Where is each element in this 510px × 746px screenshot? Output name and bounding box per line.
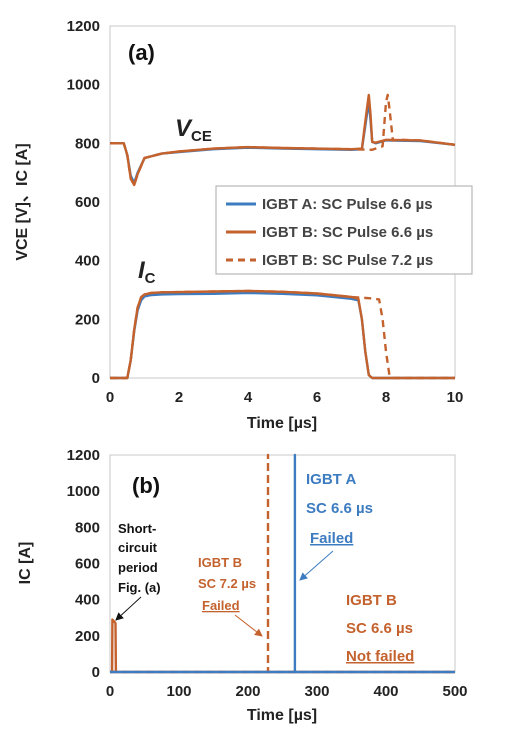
series-line-ic-igbt-b-sc-pulse-6-6-s — [110, 289, 455, 380]
legend-label-igbt-a-6-6: IGBT A: SC Pulse 6.6 µs — [262, 196, 433, 213]
y-tick-label-400: 400 — [75, 253, 100, 270]
annotation-igbt-b-6-6-status: Not failed — [346, 648, 414, 665]
legend-label-igbt-b-7-2: IGBT B: SC Pulse 7.2 µs — [262, 252, 433, 269]
series-line-igbt-b-sc-7-2-s — [110, 453, 455, 674]
annotation-igbt-b-7-2: IGBT B SC 7.2 µs Failed — [198, 555, 263, 637]
chart-a-y-axis-label: VCE [V]、IC [A] — [14, 143, 31, 260]
x-tick-label-8: 8 — [382, 389, 390, 406]
annotation-igbt-a-line-2: SC 6.6 µs — [306, 500, 373, 517]
x-tick-label-100: 100 — [166, 683, 191, 700]
x-tick-label-10: 10 — [447, 389, 464, 406]
series-line-ic-igbt-a-sc-pulse-6-6-s — [110, 291, 455, 380]
annotation-short-circuit-line-2: circuit — [118, 540, 158, 555]
chart-a-legend: IGBT A: SC Pulse 6.6 µs IGBT B: SC Pulse… — [215, 185, 473, 275]
y-tick-label-200: 200 — [75, 311, 100, 328]
chart-b-panel-label: (b) — [132, 473, 160, 498]
y-tick-label-400: 400 — [75, 592, 100, 609]
chart-b-y-axis-label: IC [A] — [17, 542, 34, 585]
chart-b-x-axis-label: Time [µs] — [247, 707, 317, 724]
annotation-igbt-b-6-6: IGBT B SC 6.6 µs Not failed — [346, 592, 414, 665]
vce-label: VCE — [175, 115, 212, 145]
x-tick-label-400: 400 — [373, 683, 398, 700]
x-tick-label-2: 2 — [175, 389, 183, 406]
x-tick-label-4: 4 — [244, 389, 253, 406]
igbt-b-7-2-arrow — [234, 614, 263, 637]
annotation-short-circuit-line-4: Fig. (a) — [118, 580, 161, 595]
annotation-short-circuit: Short- circuit period Fig. (a) — [115, 521, 161, 621]
annotation-igbt-b-6-6-line-2: SC 6.6 µs — [346, 620, 413, 637]
chart-a-panel-label: (a) — [128, 40, 155, 65]
series-line-igbt-a-sc-6-6-s — [110, 453, 455, 674]
y-tick-label-200: 200 — [75, 628, 100, 645]
chart-a-x-ticks: 0 2 4 6 8 10 — [106, 389, 464, 406]
y-tick-label-1200: 1200 — [67, 18, 100, 35]
chart-a: 0 200 400 600 800 1000 1200 0 2 4 6 8 10 (a) VCE IC… — [14, 18, 473, 432]
y-tick-label-0: 0 — [92, 370, 100, 387]
x-tick-label-200: 200 — [235, 683, 260, 700]
x-tick-label-300: 300 — [304, 683, 329, 700]
igbt-a-arrow — [299, 550, 334, 581]
series-line-vce-igbt-a-sc-pulse-6-6-s — [110, 101, 456, 185]
x-tick-label-0: 0 — [106, 683, 114, 700]
chart-b: 0 200 400 600 800 1000 1200 0 100 200 300 400 500 (… — [17, 447, 468, 724]
chart-a-x-axis-label: Time [µs] — [247, 415, 317, 432]
y-tick-label-600: 600 — [75, 194, 100, 211]
series-line-vce-igbt-b-sc-pulse-7-2-s — [110, 93, 456, 187]
chart-a-y-ticks: 0 200 400 600 800 1000 1200 — [67, 18, 100, 387]
series-line-ic-igbt-b-sc-pulse-7-2-s — [110, 289, 455, 380]
annotation-igbt-b-6-6-line-1: IGBT B — [346, 592, 397, 609]
chart-b-plot-area — [109, 454, 456, 673]
short-circuit-arrow — [115, 596, 142, 621]
chart-a-series — [110, 93, 456, 380]
y-tick-label-1000: 1000 — [67, 77, 100, 94]
ic-label: IC — [138, 257, 156, 287]
y-tick-label-800: 800 — [75, 135, 100, 152]
annotation-igbt-a: IGBT A SC 6.6 µs Failed — [299, 471, 373, 581]
annotation-igbt-b-7-2-line-2: SC 7.2 µs — [198, 576, 256, 591]
annotation-igbt-a-status: Failed — [310, 530, 353, 547]
annotation-short-circuit-line-3: period — [118, 560, 158, 575]
legend-box — [215, 185, 473, 275]
legend-label-igbt-b-6-6: IGBT B: SC Pulse 6.6 µs — [262, 224, 433, 241]
y-tick-label-0: 0 — [92, 664, 100, 681]
x-tick-label-6: 6 — [313, 389, 321, 406]
annotation-short-circuit-line-1: Short- — [118, 521, 156, 536]
annotation-igbt-b-7-2-status: Failed — [202, 598, 240, 613]
annotation-igbt-b-7-2-line-1: IGBT B — [198, 555, 242, 570]
chart-b-x-ticks: 0 100 200 300 400 500 — [106, 683, 468, 700]
x-tick-label-500: 500 — [442, 683, 467, 700]
y-tick-label-1200: 1200 — [67, 447, 100, 464]
annotation-igbt-a-line-1: IGBT A — [306, 471, 356, 488]
y-tick-label-800: 800 — [75, 519, 100, 536]
y-tick-label-600: 600 — [75, 556, 100, 573]
x-tick-label-0: 0 — [106, 389, 114, 406]
chart-b-y-ticks: 0 200 400 600 800 1000 1200 — [67, 447, 100, 681]
y-tick-label-1000: 1000 — [67, 483, 100, 500]
chart-b-series — [110, 453, 455, 674]
